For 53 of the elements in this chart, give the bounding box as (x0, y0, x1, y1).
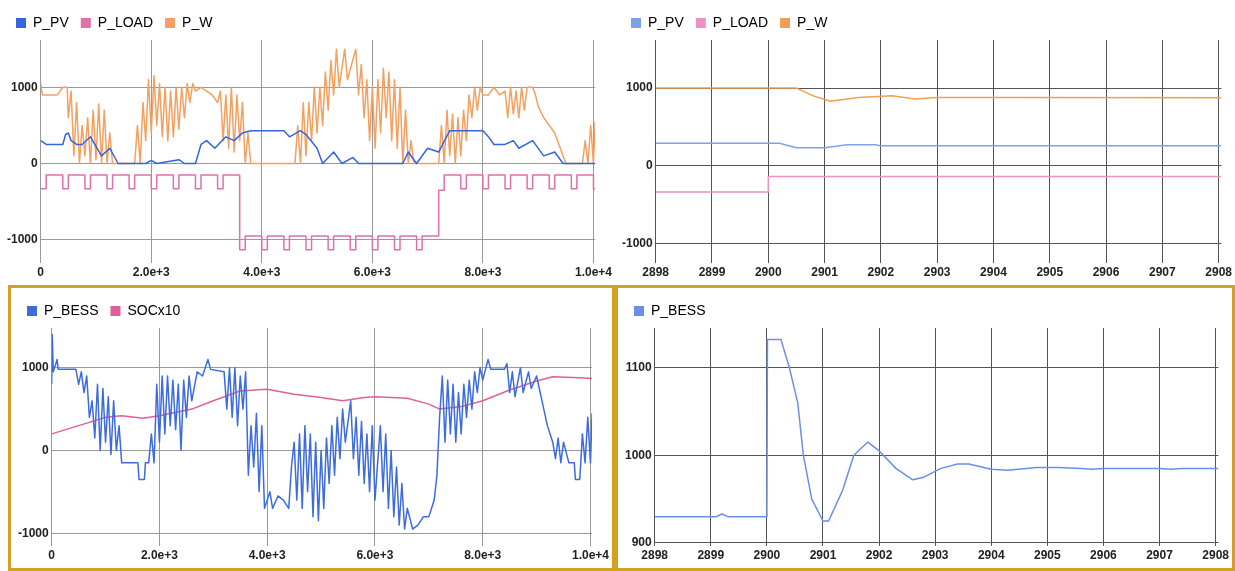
y-tick-label: -1000 (621, 235, 654, 250)
x-tick-label: 4.0e+3 (248, 548, 287, 563)
y-tick-label: 1000 (10, 79, 39, 94)
legend-label: P_PV (648, 13, 685, 30)
x-tick-label: 2905 (1034, 548, 1062, 563)
x-tick-label: 2898 (641, 548, 669, 563)
x-tick-label: 1.0e+4 (574, 265, 613, 280)
y-tick-label: 0 (31, 155, 38, 170)
y-tick-label: 1000 (624, 447, 653, 462)
legend-label: P_BESS (651, 301, 706, 318)
y-tick-label: 0 (646, 157, 653, 172)
legend-label: P_LOAD (97, 13, 154, 30)
x-tick-label: 1.0e+4 (571, 548, 610, 563)
x-tick-label: 2902 (865, 548, 893, 563)
x-tick-label: 2908 (1202, 548, 1230, 563)
legend-label: P_LOAD (712, 13, 769, 30)
y-tick-label: -1000 (6, 232, 39, 247)
x-tick-label: 2901 (809, 548, 837, 563)
legend-label: P_BESS (44, 301, 99, 318)
x-tick-label: 2900 (754, 265, 782, 280)
y-tick-label: 900 (631, 535, 653, 550)
x-tick-label: 2900 (753, 548, 781, 563)
x-tick-label: 2904 (980, 265, 1008, 280)
y-tick-label: 1100 (625, 359, 653, 374)
x-tick-label: 8.0e+3 (464, 265, 502, 280)
x-tick-label: 6.0e+3 (356, 548, 394, 563)
x-tick-label: 8.0e+3 (464, 548, 502, 563)
x-tick-label: 2902 (867, 265, 895, 280)
x-tick-label: 4.0e+3 (243, 265, 281, 280)
x-tick-label: 2901 (811, 265, 839, 280)
x-tick-label: 2903 (923, 265, 951, 280)
x-tick-label: 2904 (977, 548, 1005, 563)
x-tick-label: 2907 (1146, 548, 1174, 563)
y-tick-label: -1000 (17, 525, 50, 540)
x-tick-label: 2906 (1090, 548, 1118, 563)
legend-label: P_PV (33, 13, 70, 30)
y-tick-label: 0 (42, 442, 49, 457)
x-tick-label: 2906 (1092, 265, 1120, 280)
y-tick-label: 1000 (21, 360, 50, 375)
x-tick-label: 2907 (1148, 265, 1177, 280)
x-tick-label: 2899 (698, 265, 726, 280)
x-tick-label: 2905 (1036, 265, 1064, 280)
y-tick-label: 1000 (625, 80, 654, 95)
legend-label: P_W (797, 13, 829, 30)
x-tick-label: 2903 (921, 548, 949, 563)
x-tick-label: 2899 (697, 548, 725, 563)
x-tick-label: 2.0e+3 (132, 265, 171, 280)
legend-label: SOCx10 (127, 301, 181, 318)
legend-label: P_W (182, 13, 214, 30)
x-tick-label: 6.0e+3 (353, 265, 392, 280)
x-tick-label: 2908 (1205, 265, 1233, 280)
x-tick-label: 2.0e+3 (140, 548, 179, 563)
x-tick-label: 2898 (642, 265, 670, 280)
